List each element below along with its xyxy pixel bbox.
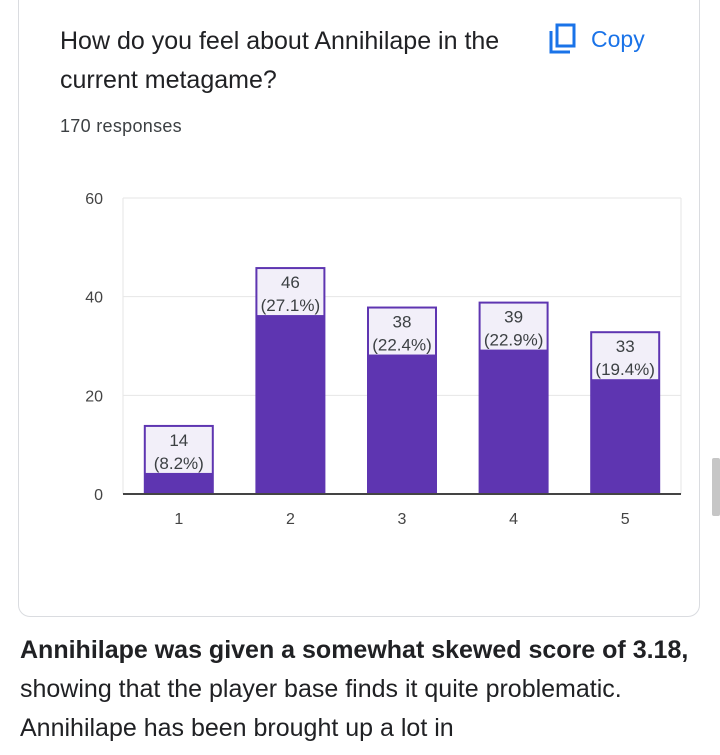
- data-label-background: [257, 269, 324, 316]
- scrollbar[interactable]: [712, 458, 720, 516]
- data-label-background: [145, 426, 212, 473]
- data-label: 39: [504, 308, 523, 327]
- y-tick-label: 40: [85, 290, 103, 307]
- copy-icon: [546, 22, 578, 56]
- data-label: 46: [281, 273, 300, 292]
- copy-label: Copy: [591, 25, 645, 52]
- data-label: 14: [169, 431, 188, 450]
- response-count: 170 responses: [60, 116, 182, 136]
- article-bold-text: Annihilape was given a somewhat skewed s…: [20, 636, 689, 664]
- y-tick-label: 0: [94, 487, 103, 504]
- copy-chart-button[interactable]: Copy: [546, 22, 645, 56]
- data-label-background: [592, 333, 659, 380]
- data-label: 38: [393, 313, 412, 332]
- results-card: [18, 0, 700, 617]
- x-tick-label: 3: [398, 511, 407, 528]
- data-label-background: [480, 303, 547, 350]
- x-tick-label: 4: [509, 511, 518, 528]
- data-label: (8.2%): [154, 454, 204, 473]
- data-label: (27.1%): [261, 296, 321, 315]
- x-tick-label: 1: [174, 511, 183, 528]
- y-tick-label: 60: [85, 191, 103, 208]
- data-label: (19.4%): [595, 360, 655, 379]
- data-label: 33: [616, 337, 635, 356]
- data-label: (22.9%): [484, 331, 544, 350]
- data-label-background: [369, 308, 435, 355]
- data-label: (22.4%): [372, 336, 432, 355]
- article-body-text: showing that the player base finds it qu…: [20, 675, 622, 742]
- x-tick-label: 2: [286, 511, 295, 528]
- article-paragraph: Annihilape was given a somewhat skewed s…: [20, 631, 710, 748]
- question-title: How do you feel about Annihilape in the …: [60, 27, 500, 94]
- bar-chart: 0 20 40 60 14 (8.2%) 1 46 (27.1%) 2 38 (22.4%) 3 39 (2…: [85, 191, 682, 528]
- y-tick-label: 20: [85, 388, 103, 405]
- x-tick-label: 5: [621, 511, 630, 528]
